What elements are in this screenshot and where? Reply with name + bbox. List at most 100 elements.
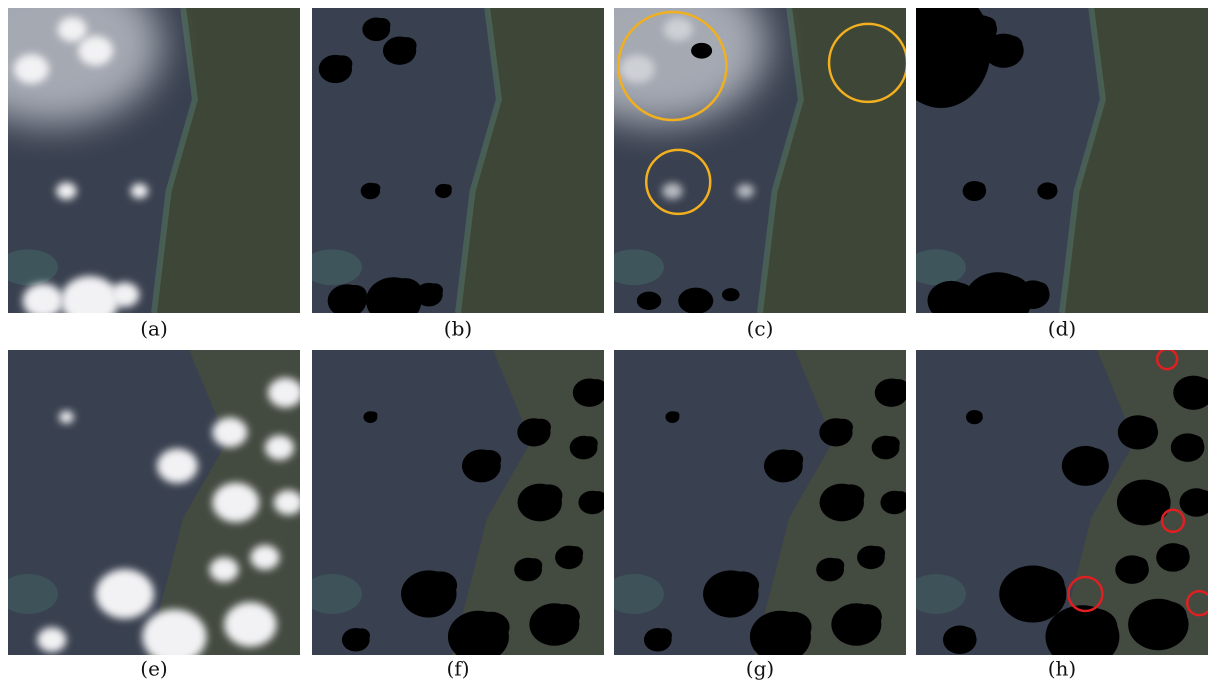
mask [550,604,580,629]
cloud [59,411,74,423]
shallow [906,574,966,614]
cloud [212,417,247,447]
mask [424,571,457,599]
mask [353,628,370,642]
cloud [662,183,682,199]
mask [581,436,598,450]
cloud [212,483,259,523]
mask [566,546,583,560]
mask [536,484,563,506]
image-panel [302,8,604,324]
mask [374,18,391,32]
image-panel [0,0,300,326]
cloud [664,18,693,41]
image-panel [604,350,908,663]
mask [956,627,976,644]
mask [332,55,352,72]
shallow [302,249,362,285]
mask [369,183,381,193]
shallow [302,574,362,614]
mask [883,436,900,450]
cloud [23,283,64,318]
mask [722,288,740,301]
mask [892,491,909,505]
mask [586,379,606,396]
mask [1079,448,1107,472]
shallow [0,249,58,285]
cloud [14,54,49,84]
image-panel [906,349,1209,668]
panel-caption: (b) [444,317,472,341]
mask [478,450,501,469]
mask [1169,545,1189,562]
mask [369,411,377,418]
mask [972,411,982,419]
mask [1073,609,1117,646]
cloud [224,602,277,647]
mask [1029,282,1049,299]
mask [1151,602,1187,632]
panel-caption: (a) [140,317,168,341]
mask [655,628,672,642]
panel-caption: (c) [747,317,774,341]
panel-caption: (e) [140,657,167,681]
mask [637,292,662,310]
cloud [37,627,66,652]
mask [888,379,908,396]
mask [838,484,865,506]
cloud [268,378,303,408]
mask [473,612,510,643]
mask [726,571,759,599]
mask [671,411,679,418]
cloud [56,182,76,199]
shallow [906,249,966,285]
image-panel [302,350,606,663]
mask [426,283,443,297]
mask [691,43,712,59]
mask [1133,417,1157,437]
mask [1045,183,1057,193]
cloud [209,557,238,582]
mask [344,285,367,304]
cloud [265,435,294,460]
cloud [131,184,149,199]
mask [852,604,882,629]
mask [678,288,713,314]
shallow [604,574,664,614]
cloud [58,17,87,42]
image-panel [0,350,303,664]
mask [971,182,985,194]
cloud [61,276,119,326]
cloud [157,449,198,484]
cloud [96,569,154,619]
panel-caption: (d) [1048,317,1076,341]
mask [868,546,885,560]
mask [531,419,551,436]
mask [1128,557,1148,574]
panel-caption: (g) [746,657,774,681]
mask [999,35,1023,55]
panel-caption: (h) [1048,657,1077,681]
mask [775,612,812,643]
mask [526,558,543,572]
mask [833,419,853,436]
cloud [274,490,303,515]
figure: (a) (b) (c) (d) (e) (f) (g) (h) [0,0,1209,686]
shallow [604,249,664,285]
mask [945,283,973,307]
cloud [78,36,113,66]
mask [1183,435,1203,452]
mask [828,558,845,572]
cloud [737,184,755,198]
mask [1024,568,1064,602]
cloud [110,282,139,307]
mask [590,491,607,505]
panel-caption: (f) [446,657,469,681]
mask [1137,482,1169,509]
mask [442,184,452,192]
cloud [250,545,279,570]
shallow [0,574,58,614]
mask [780,450,803,469]
image-panel [891,0,1208,329]
cloud [620,55,655,83]
